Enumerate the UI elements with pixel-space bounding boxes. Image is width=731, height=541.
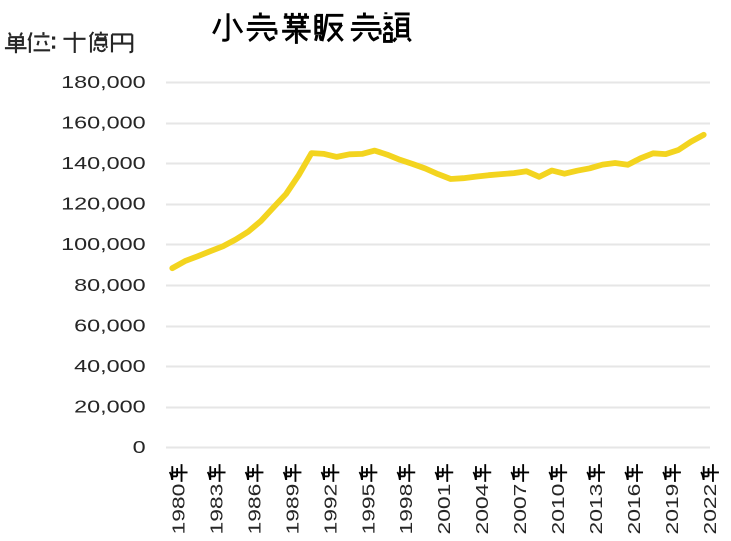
svg-text:80,000: 80,000 xyxy=(74,275,146,295)
svg-text:20,000: 20,000 xyxy=(74,397,146,417)
svg-text:1983: 1983 xyxy=(207,484,227,535)
svg-text:1980: 1980 xyxy=(169,484,189,535)
svg-text:2010: 2010 xyxy=(548,484,568,535)
svg-text:60,000: 60,000 xyxy=(74,316,146,336)
svg-text:2013: 2013 xyxy=(586,484,606,535)
svg-text:1998: 1998 xyxy=(396,484,416,535)
svg-text:2016: 2016 xyxy=(624,484,644,535)
svg-text:40,000: 40,000 xyxy=(74,356,146,376)
svg-text:1986: 1986 xyxy=(245,484,265,535)
svg-text:2007: 2007 xyxy=(510,484,530,535)
svg-text:2004: 2004 xyxy=(472,484,492,535)
svg-text:1992: 1992 xyxy=(321,484,341,535)
svg-text:160,000: 160,000 xyxy=(61,113,146,133)
svg-text:0: 0 xyxy=(133,437,146,457)
svg-text:2001: 2001 xyxy=(434,484,454,535)
svg-text:1995: 1995 xyxy=(359,484,379,535)
svg-text:120,000: 120,000 xyxy=(61,194,146,214)
svg-text:180,000: 180,000 xyxy=(61,72,146,92)
svg-text:2022: 2022 xyxy=(700,484,720,535)
svg-text:2019: 2019 xyxy=(662,484,682,535)
svg-text:1989: 1989 xyxy=(283,484,303,535)
svg-text:100,000: 100,000 xyxy=(61,235,146,255)
svg-text:140,000: 140,000 xyxy=(61,154,146,174)
